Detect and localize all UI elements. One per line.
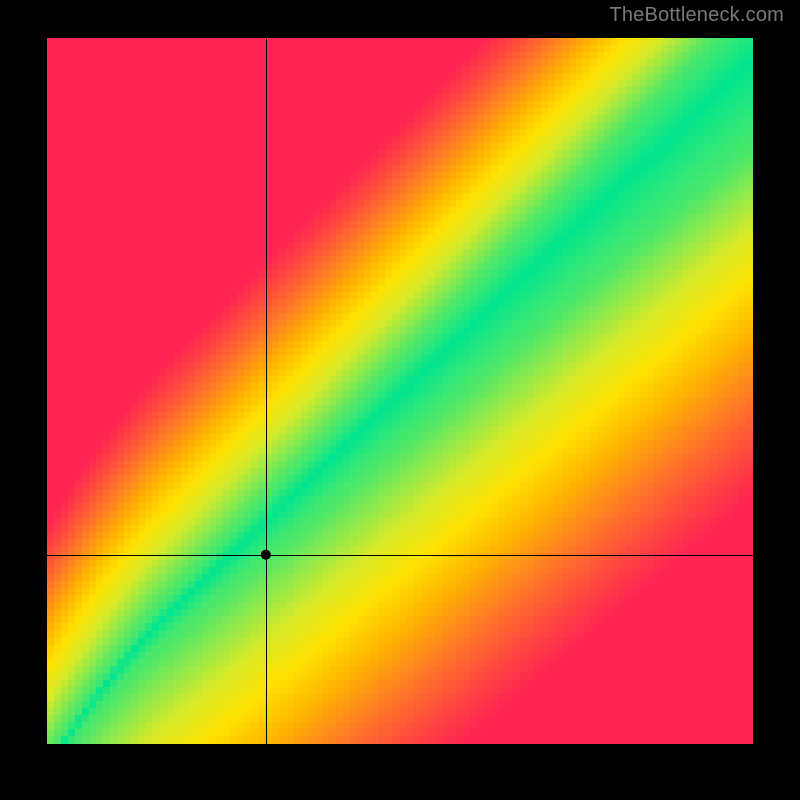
heatmap-canvas xyxy=(47,38,753,744)
heatmap-plot xyxy=(47,38,753,744)
attribution-text: TheBottleneck.com xyxy=(609,4,784,27)
